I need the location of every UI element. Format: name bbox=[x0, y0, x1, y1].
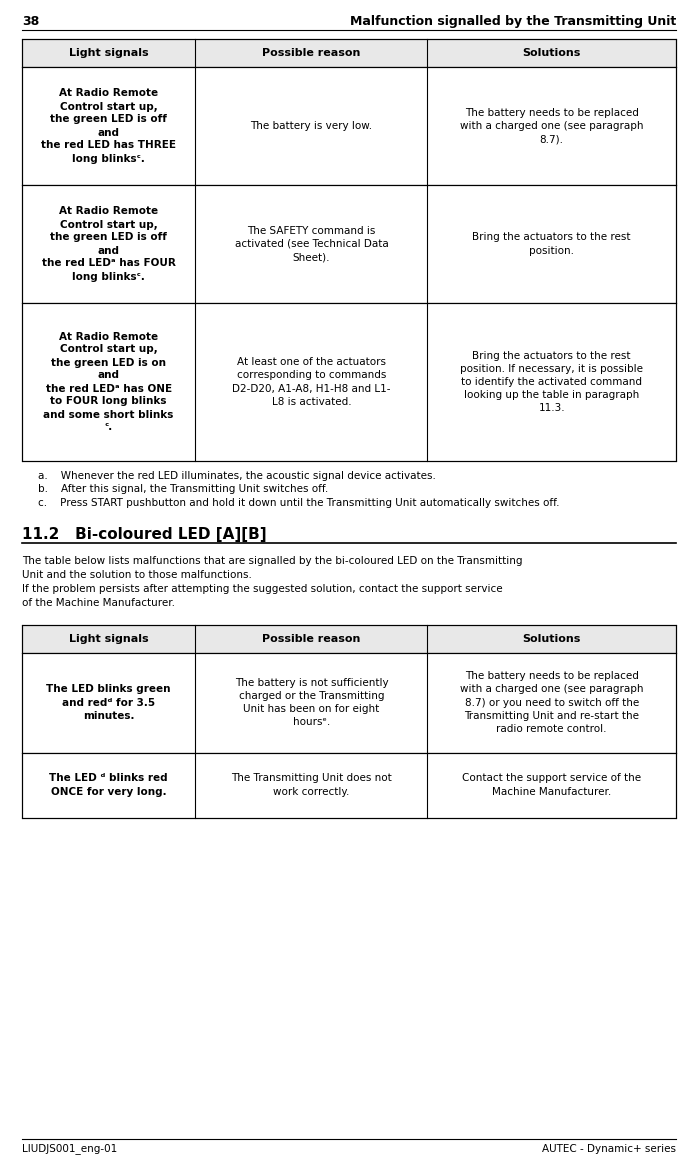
Text: and some short blinks: and some short blinks bbox=[43, 410, 174, 419]
Text: Control start up,: Control start up, bbox=[60, 219, 158, 230]
Text: At Radio Remote: At Radio Remote bbox=[59, 331, 158, 342]
Text: Possible reason: Possible reason bbox=[262, 48, 361, 58]
Text: Control start up,: Control start up, bbox=[60, 102, 158, 112]
Text: Contact the support service of the
Machine Manufacturer.: Contact the support service of the Machi… bbox=[462, 774, 641, 797]
Text: Control start up,: Control start up, bbox=[60, 344, 158, 355]
Text: Solutions: Solutions bbox=[523, 48, 581, 58]
Bar bbox=[22, 753, 676, 818]
Text: 11.2   Bi-coloured LED [A][B]: 11.2 Bi-coloured LED [A][B] bbox=[22, 527, 267, 543]
Text: The battery is not sufficiently
charged or the Transmitting
Unit has been on for: The battery is not sufficiently charged … bbox=[235, 678, 388, 727]
Text: long blinksᶜ.: long blinksᶜ. bbox=[72, 154, 145, 163]
Bar bbox=[22, 303, 676, 461]
Bar bbox=[22, 67, 676, 186]
Text: the green LED is off: the green LED is off bbox=[50, 114, 167, 125]
Text: a.    Whenever the red LED illuminates, the acoustic signal device activates.: a. Whenever the red LED illuminates, the… bbox=[38, 471, 436, 481]
Text: the green LED is off: the green LED is off bbox=[50, 232, 167, 243]
Text: c.    Press START pushbutton and hold it down until the Transmitting Unit automa: c. Press START pushbutton and hold it do… bbox=[38, 498, 560, 508]
Text: The table below lists malfunctions that are signalled by the bi-coloured LED on : The table below lists malfunctions that … bbox=[22, 557, 523, 566]
Text: the red LEDᵃ has ONE: the red LEDᵃ has ONE bbox=[45, 384, 172, 393]
Text: and: and bbox=[98, 127, 119, 138]
Bar bbox=[22, 624, 676, 652]
Text: LIUDJS001_eng-01: LIUDJS001_eng-01 bbox=[22, 1144, 117, 1154]
Text: The LED ᵈ blinks red
ONCE for very long.: The LED ᵈ blinks red ONCE for very long. bbox=[50, 774, 168, 797]
Text: At least one of the actuators
corresponding to commands
D2-D20, A1-A8, H1-H8 and: At least one of the actuators correspond… bbox=[232, 357, 391, 407]
Text: The LED blinks green
and redᵈ for 3.5
minutes.: The LED blinks green and redᵈ for 3.5 mi… bbox=[46, 684, 171, 721]
Text: and: and bbox=[98, 370, 119, 380]
Text: If the problem persists after attempting the suggested solution, contact the sup: If the problem persists after attempting… bbox=[22, 585, 503, 594]
Text: The battery needs to be replaced
with a charged one (see paragraph
8.7) or you n: The battery needs to be replaced with a … bbox=[460, 671, 644, 734]
Bar bbox=[22, 186, 676, 303]
Text: 38: 38 bbox=[22, 15, 39, 28]
Bar bbox=[22, 39, 676, 67]
Text: to FOUR long blinks: to FOUR long blinks bbox=[50, 397, 167, 406]
Text: AUTEC - Dynamic+ series: AUTEC - Dynamic+ series bbox=[542, 1144, 676, 1154]
Text: Light signals: Light signals bbox=[69, 634, 149, 643]
Text: Malfunction signalled by the Transmitting Unit: Malfunction signalled by the Transmittin… bbox=[350, 15, 676, 28]
Text: Bring the actuators to the rest
position. If necessary, it is possible
to identi: Bring the actuators to the rest position… bbox=[460, 350, 644, 413]
Text: the red LED has THREE: the red LED has THREE bbox=[41, 140, 176, 151]
Text: long blinksᶜ.: long blinksᶜ. bbox=[72, 272, 145, 281]
Text: At Radio Remote: At Radio Remote bbox=[59, 207, 158, 217]
Text: The battery is very low.: The battery is very low. bbox=[251, 121, 373, 131]
Bar bbox=[22, 652, 676, 753]
Text: The battery needs to be replaced
with a charged one (see paragraph
8.7).: The battery needs to be replaced with a … bbox=[460, 107, 644, 145]
Text: the green LED is on: the green LED is on bbox=[51, 357, 166, 368]
Text: Light signals: Light signals bbox=[69, 48, 149, 58]
Text: of the Machine Manufacturer.: of the Machine Manufacturer. bbox=[22, 598, 175, 608]
Text: Unit and the solution to those malfunctions.: Unit and the solution to those malfuncti… bbox=[22, 569, 252, 580]
Text: the red LEDᵃ has FOUR: the red LEDᵃ has FOUR bbox=[42, 259, 176, 268]
Text: b.    After this signal, the Transmitting Unit switches off.: b. After this signal, the Transmitting U… bbox=[38, 484, 328, 495]
Text: and: and bbox=[98, 245, 119, 256]
Text: The Transmitting Unit does not
work correctly.: The Transmitting Unit does not work corr… bbox=[231, 774, 392, 797]
Text: Bring the actuators to the rest
position.: Bring the actuators to the rest position… bbox=[473, 232, 631, 256]
Text: Solutions: Solutions bbox=[523, 634, 581, 643]
Text: ᶜ.: ᶜ. bbox=[105, 422, 113, 433]
Text: The SAFETY command is
activated (see Technical Data
Sheet).: The SAFETY command is activated (see Tec… bbox=[235, 225, 388, 263]
Text: At Radio Remote: At Radio Remote bbox=[59, 89, 158, 98]
Text: Possible reason: Possible reason bbox=[262, 634, 361, 643]
